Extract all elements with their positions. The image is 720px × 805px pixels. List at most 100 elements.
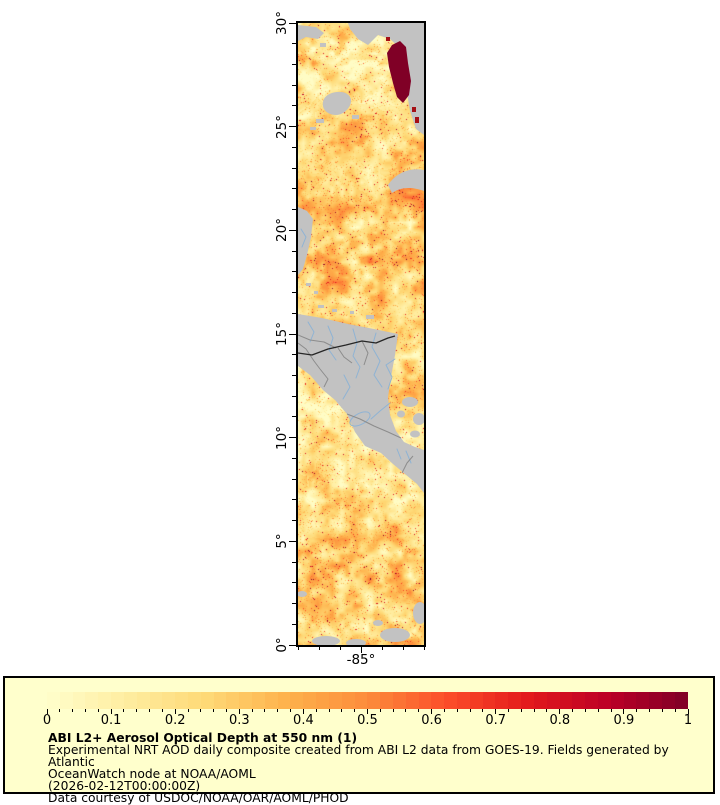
lat-minor-tick xyxy=(292,250,296,252)
colorbar-minor-tick xyxy=(213,709,215,712)
island-dot xyxy=(350,311,354,314)
colorbar-segment xyxy=(610,692,624,709)
colorbar-segment xyxy=(572,692,586,709)
cloud-dot xyxy=(352,115,359,119)
lat-minor-tick xyxy=(292,43,296,45)
colorbar-segment xyxy=(662,692,675,709)
colorbar-minor-tick xyxy=(72,709,74,712)
lat-tick-label: 5° xyxy=(274,533,290,549)
lon-major-tick xyxy=(360,645,362,653)
colorbar-minor-tick xyxy=(597,709,599,712)
colorbar-segment xyxy=(367,692,381,709)
colorbar-tick-label: 0.3 xyxy=(228,713,250,728)
colorbar-segment xyxy=(559,692,573,709)
colorbar-minor-tick xyxy=(584,709,586,712)
dark-border-line xyxy=(298,335,396,356)
colorbar-segment xyxy=(226,692,240,709)
colorbar-segment xyxy=(85,692,99,709)
colorbar-tick-label: 0.9 xyxy=(613,713,635,728)
colorbar-tick-label: 0.1 xyxy=(100,713,122,728)
lat-minor-tick xyxy=(292,63,296,65)
colorbar-major-tick xyxy=(110,709,112,714)
colorbar-segment xyxy=(187,692,201,709)
colorbar-minor-tick xyxy=(533,709,535,712)
colorbar-segment xyxy=(444,692,457,709)
central-america-land xyxy=(298,314,424,493)
colorbar-major-tick xyxy=(431,709,433,714)
colorbar-minor-tick xyxy=(187,709,189,712)
florida-coast-plume xyxy=(387,41,411,103)
yucatan-east xyxy=(298,207,313,275)
colorbar-segment xyxy=(405,692,419,709)
colorbar-major-tick xyxy=(174,709,176,714)
lat-minor-tick xyxy=(292,209,296,211)
cloud-blob xyxy=(380,628,410,642)
colorbar-major-tick xyxy=(687,709,689,714)
lat-minor-tick xyxy=(292,603,296,605)
colorbar-major-tick xyxy=(46,709,48,714)
land-masses xyxy=(298,23,424,645)
lon-minor-tick xyxy=(402,645,404,650)
colorbar-segment xyxy=(431,692,445,709)
colorbar-minor-tick xyxy=(379,709,381,712)
colorbar-segment xyxy=(47,692,60,709)
colorbar-minor-tick xyxy=(328,709,330,712)
cuba-west xyxy=(388,169,424,193)
lat-major-tick xyxy=(289,229,296,231)
colorbar-minor-tick xyxy=(136,709,138,712)
colorbar-minor-tick xyxy=(341,709,343,712)
lat-major-tick xyxy=(289,126,296,128)
colorbar-segment xyxy=(521,692,534,709)
colorbar-tick-label: 0 xyxy=(42,713,52,728)
colorbar-minor-tick xyxy=(661,709,663,712)
lat-minor-tick xyxy=(292,478,296,480)
lat-tick-label: 20° xyxy=(274,218,290,243)
colorbar-minor-tick xyxy=(225,709,227,712)
colorbar-tick-label: 0.2 xyxy=(164,713,186,728)
colorbar-minor-tick xyxy=(277,709,279,712)
cloud-blob xyxy=(397,410,405,418)
colorbar-minor-tick xyxy=(405,709,407,712)
colorbar-segment xyxy=(508,692,522,709)
lat-minor-tick xyxy=(292,457,296,459)
colorbar-major-tick xyxy=(367,709,368,714)
colorbar-segment xyxy=(674,692,688,709)
lat-tick-label: 15° xyxy=(274,322,290,346)
colorbar-minor-tick xyxy=(520,709,522,712)
colorbar-segment xyxy=(328,692,342,709)
colorbar-minor-tick xyxy=(456,709,458,712)
colorbar-minor-tick xyxy=(251,709,253,712)
cloud-blob xyxy=(402,397,418,407)
colorbar-major-tick xyxy=(623,709,625,714)
island-dot xyxy=(318,305,324,308)
lat-major-tick xyxy=(289,333,296,335)
lat-major-tick xyxy=(289,540,296,542)
lat-minor-tick xyxy=(292,561,296,563)
high-aod-spots xyxy=(386,37,419,123)
legend-title: ABI L2+ Aerosol Optical Depth at 550 nm … xyxy=(48,731,358,745)
colorbar-segment xyxy=(469,692,483,709)
lat-minor-tick xyxy=(292,520,296,522)
lon-tick-label: -85° xyxy=(346,652,376,668)
lat-minor-tick xyxy=(292,374,296,376)
colorbar-minor-tick xyxy=(443,709,445,712)
cloud-blob xyxy=(322,91,352,115)
colorbar-minor-tick xyxy=(149,709,151,712)
high-aod-plume xyxy=(387,41,411,103)
colorbar-segment xyxy=(418,692,432,709)
lat-major-tick xyxy=(289,22,296,24)
lat-tick-label: 25° xyxy=(274,114,290,139)
lat-minor-tick xyxy=(292,499,296,501)
legend-caption-lines: Experimental NRT AOD daily composite cre… xyxy=(48,744,713,804)
lat-tick-label: 10° xyxy=(274,425,290,450)
island-dot xyxy=(332,309,337,312)
colorbar-segment xyxy=(162,692,176,709)
colorbar-segment xyxy=(149,692,163,709)
colorbar-segment xyxy=(252,692,265,709)
island-dot xyxy=(314,291,318,294)
colorbar-tick-label: 0.5 xyxy=(357,713,378,728)
colorbar-segment xyxy=(72,692,86,709)
colorbar-segment xyxy=(649,692,662,709)
colorbar-tick-label: 1 xyxy=(683,713,693,728)
lon-minor-tick xyxy=(339,645,341,650)
